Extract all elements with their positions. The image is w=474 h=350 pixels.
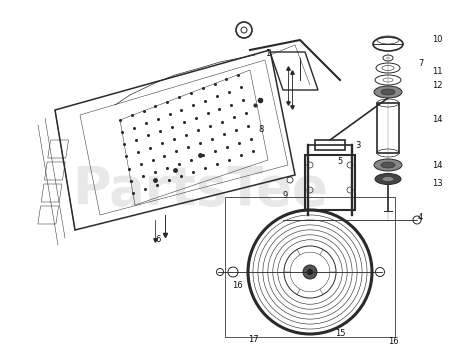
Ellipse shape	[381, 162, 395, 168]
Text: 10: 10	[432, 35, 443, 44]
Text: 16: 16	[388, 337, 399, 346]
Text: 14: 14	[432, 161, 443, 169]
Ellipse shape	[375, 174, 401, 184]
Ellipse shape	[382, 176, 394, 182]
Text: 5: 5	[337, 158, 342, 167]
Text: 9: 9	[283, 190, 288, 199]
Text: 13: 13	[432, 178, 443, 188]
Text: 17: 17	[248, 336, 259, 344]
Ellipse shape	[374, 86, 402, 98]
Text: 16: 16	[232, 280, 243, 289]
Text: 4: 4	[418, 214, 423, 223]
Text: 8: 8	[258, 126, 264, 134]
Text: PartsTee: PartsTee	[72, 164, 328, 216]
Circle shape	[307, 269, 313, 275]
Text: 3: 3	[355, 140, 360, 149]
Text: 1: 1	[265, 49, 270, 57]
Text: 6: 6	[155, 236, 160, 245]
Ellipse shape	[374, 159, 402, 171]
Circle shape	[303, 265, 317, 279]
Text: 14: 14	[432, 116, 443, 125]
Text: 15: 15	[335, 329, 346, 338]
Ellipse shape	[381, 89, 395, 95]
Text: 12: 12	[432, 80, 443, 90]
Text: 11: 11	[432, 68, 443, 77]
Text: 7: 7	[418, 58, 423, 68]
